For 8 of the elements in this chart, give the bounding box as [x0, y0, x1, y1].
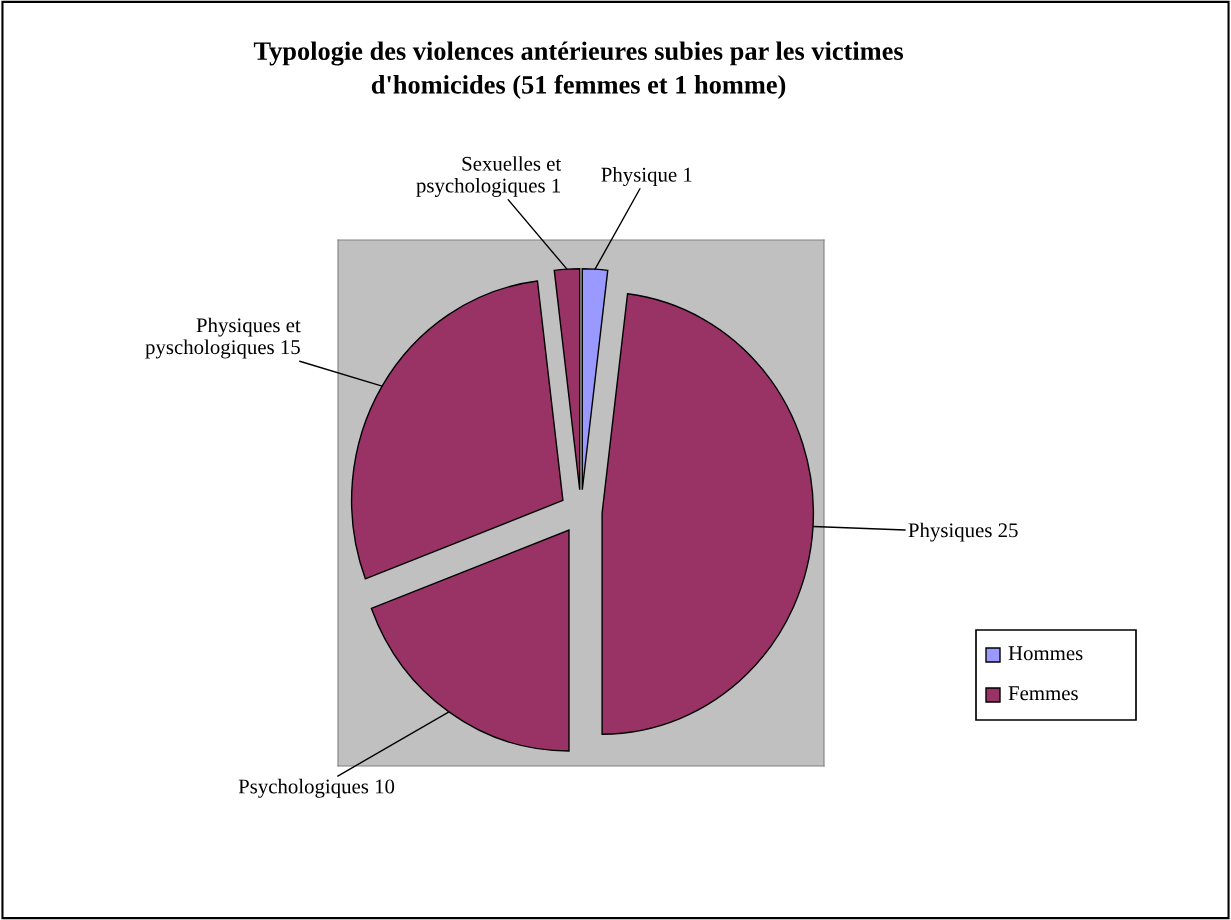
slice-label: Psychologiques 10	[238, 778, 395, 798]
text: Femmes	[1008, 686, 1078, 701]
slice-label: Physiques et pyschologiques 15	[145, 317, 301, 359]
text: Hommes	[1008, 646, 1083, 661]
chart-title: Typologie des violences antérieures subies par les victimes d'homicides (51 femmes et 1 homme)	[253, 41, 904, 100]
slice-label: Physique 1	[601, 167, 692, 186]
slice-label: Sexuelles et psychologiques 1	[416, 156, 562, 197]
slice-label: Physiques 25	[908, 522, 1018, 542]
